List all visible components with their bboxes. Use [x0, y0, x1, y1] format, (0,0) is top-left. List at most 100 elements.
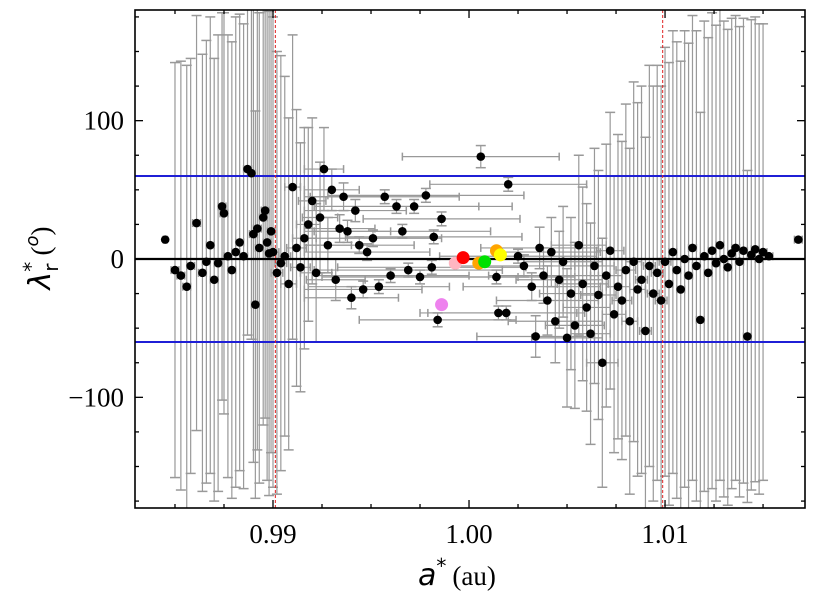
data-point [578, 279, 588, 289]
data-point [703, 268, 713, 278]
data-point [219, 209, 229, 218]
data-point [648, 289, 658, 298]
data-point [253, 224, 262, 233]
data-point [429, 232, 439, 242]
data-point [715, 240, 725, 250]
data-point [739, 246, 748, 255]
data-point [300, 233, 309, 243]
data-point [652, 268, 662, 278]
data-point [380, 192, 390, 202]
data-point [476, 152, 486, 161]
data-point [629, 257, 638, 267]
data-point [562, 333, 572, 343]
data-point [492, 272, 501, 282]
data-point [794, 235, 803, 244]
data-point [735, 257, 744, 267]
data-point [433, 315, 442, 325]
data-point [176, 271, 186, 280]
data-point [692, 261, 701, 271]
data-point [258, 213, 268, 222]
data-point [680, 254, 689, 264]
data-point [688, 243, 697, 253]
data-point [527, 282, 537, 291]
data-point [539, 271, 548, 280]
data-point [625, 316, 635, 326]
data-point [327, 185, 337, 195]
data-point [501, 308, 511, 318]
data-point [672, 265, 682, 275]
data-point [217, 202, 227, 211]
data-point [660, 257, 670, 267]
data-point [605, 246, 615, 255]
highlighted-point [435, 298, 449, 312]
data-point [550, 316, 560, 326]
data-point [251, 300, 260, 309]
data-point [205, 240, 215, 250]
data-point [743, 332, 752, 341]
axes-layer: 0.99 1.00 1.01 100 0 −100 [68, 9, 806, 549]
x-tick-label: 1.00 [445, 519, 492, 549]
data-point [574, 240, 584, 250]
highlighted-point [456, 251, 470, 265]
data-point [182, 282, 192, 291]
data-point [268, 247, 278, 257]
data-point [437, 214, 446, 224]
data-point [343, 227, 352, 236]
y-tick-label: 0 [111, 244, 125, 274]
data-point [231, 247, 241, 257]
data-point [664, 279, 674, 289]
data-point [403, 265, 413, 275]
data-point [513, 251, 523, 261]
data-point [503, 180, 513, 189]
data-point [276, 258, 286, 268]
data-point [209, 275, 219, 285]
data-point [719, 254, 729, 264]
data-point [362, 247, 372, 257]
data-point [586, 329, 595, 339]
data-point [368, 233, 378, 243]
data-point [296, 263, 305, 272]
data-point [409, 202, 419, 211]
data-point [307, 196, 317, 206]
reference-lines-layer [135, 10, 805, 508]
data-point [668, 247, 678, 257]
data-point [288, 182, 297, 192]
data-point [543, 296, 552, 305]
data-point [213, 258, 223, 268]
data-point [754, 254, 764, 264]
data-point [696, 315, 705, 325]
data-point [311, 268, 321, 278]
data-point [351, 206, 360, 215]
data-point [284, 279, 293, 289]
data-point [235, 238, 244, 247]
data-point [339, 192, 348, 202]
y-axis-label: λ*r(o) [19, 226, 63, 291]
data-point [347, 293, 356, 303]
data-point [239, 251, 248, 261]
data-point [582, 303, 591, 312]
data-point [609, 310, 619, 319]
highlighted-point [478, 255, 492, 269]
points-layer [160, 152, 803, 368]
data-point [262, 238, 272, 247]
data-point [535, 243, 544, 253]
data-point [227, 265, 237, 275]
data-point [319, 164, 329, 174]
data-point [331, 275, 341, 285]
data-point [303, 220, 313, 229]
data-point [315, 213, 325, 222]
data-point [590, 261, 599, 271]
data-point [711, 258, 721, 268]
data-point [266, 227, 276, 236]
data-point [160, 235, 170, 244]
data-point [415, 272, 425, 282]
data-point [731, 243, 740, 253]
data-point [398, 227, 407, 236]
data-point [641, 326, 650, 336]
data-point [531, 332, 540, 341]
data-point [280, 251, 290, 261]
data-point [750, 245, 760, 254]
data-point [519, 261, 529, 271]
data-point [494, 308, 503, 318]
data-point [566, 289, 576, 298]
